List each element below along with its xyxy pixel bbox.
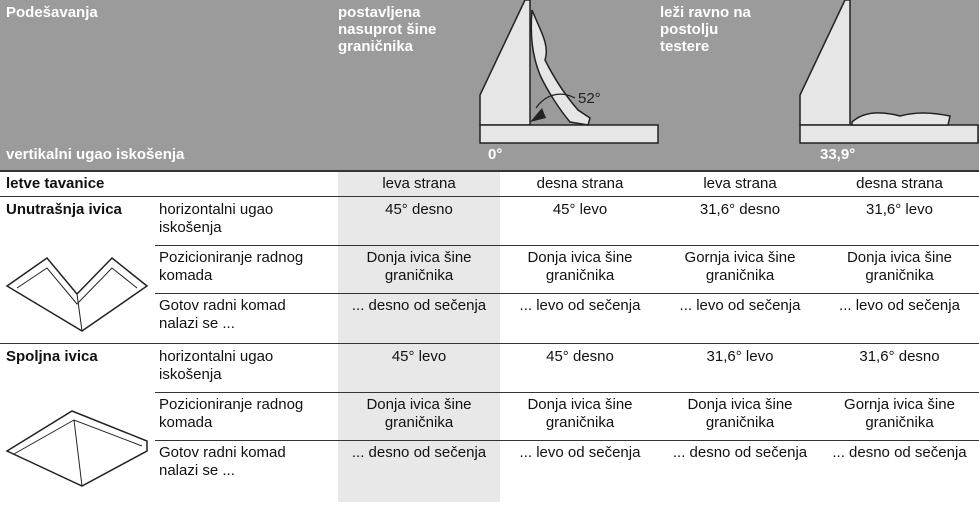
cell-value: Donja ivica šine graničnika [687,396,793,431]
section-name: Unutrašnja ivica [6,201,122,218]
saw-illustration [799,0,979,144]
rule [155,245,979,246]
column-label: desna strana [856,175,943,192]
cell-value: ... levo od sečenja [519,297,641,314]
angle-annotation: 52° [578,90,601,107]
cell-value: Donja ivica šine graničnika [846,249,953,284]
rule [155,392,979,393]
header-subtitle: vertikalni ugao iskošenja [6,146,185,163]
row-label: Pozicioniranje radnog komada [159,396,304,431]
cell-value: Gornja ivica šine graničnika [844,396,955,431]
row-label: horizontalni ugao iskošenja [159,348,274,383]
cell-value: ... levo od sečenja [679,297,801,314]
cell-value: ... desno od sečenja [351,297,487,314]
rule [155,293,979,294]
saw-illustration: 52° [479,0,659,144]
inner-edge-illustration [5,256,149,332]
cell-value: Donja ivica šine graničnika [366,396,472,431]
cell-value: 31,6° desno [699,201,781,218]
cell-value: ... desno od sečenja [672,444,808,461]
position-label: leži ravno na postolju testere [660,4,751,55]
cell-value: 45° levo [552,201,608,218]
cell-value: Donja ivica šine graničnika [527,396,633,431]
header-title: Podešavanja [6,4,98,21]
angle-label: 33,9° [820,146,856,163]
cell-value: 31,6° levo [706,348,774,365]
row-label: Pozicioniranje radnog komada [159,249,304,284]
position-label: postavljena nasuprot šine graničnika [338,4,437,55]
outer-edge-illustration [5,410,148,487]
cell-value: 45° levo [391,348,447,365]
highlight-column [338,172,500,502]
cell-value: ... desno od sečenja [351,444,487,461]
column-label: leva strana [382,175,456,192]
section-name: Spoljna ivica [6,348,98,365]
row-label: horizontalni ugao iskošenja [159,201,274,236]
cell-value: ... desno od sečenja [832,444,967,461]
cell-value: 31,6° levo [866,201,933,218]
table-title: letve tavanice [6,175,105,192]
cell-value: 31,6° desno [859,348,940,365]
rule [0,170,979,172]
column-label: desna strana [536,175,624,192]
cell-value: Gornja ivica šine graničnika [684,249,796,284]
cell-value: Donja ivica šine graničnika [366,249,472,284]
cell-value: 45° desno [546,348,614,365]
rule [155,440,979,441]
row-label: Gotov radni komad nalazi se ... [159,297,286,332]
cell-value: ... levo od sečenja [519,444,641,461]
rule [0,196,979,197]
angle-label: 0° [488,146,503,163]
cell-value: ... levo od sečenja [839,297,960,314]
cell-value: Donja ivica šine graničnika [527,249,633,284]
rule [0,343,979,344]
cell-value: 45° desno [385,201,453,218]
column-label: leva strana [703,175,777,192]
row-label: Gotov radni komad nalazi se ... [159,444,286,479]
